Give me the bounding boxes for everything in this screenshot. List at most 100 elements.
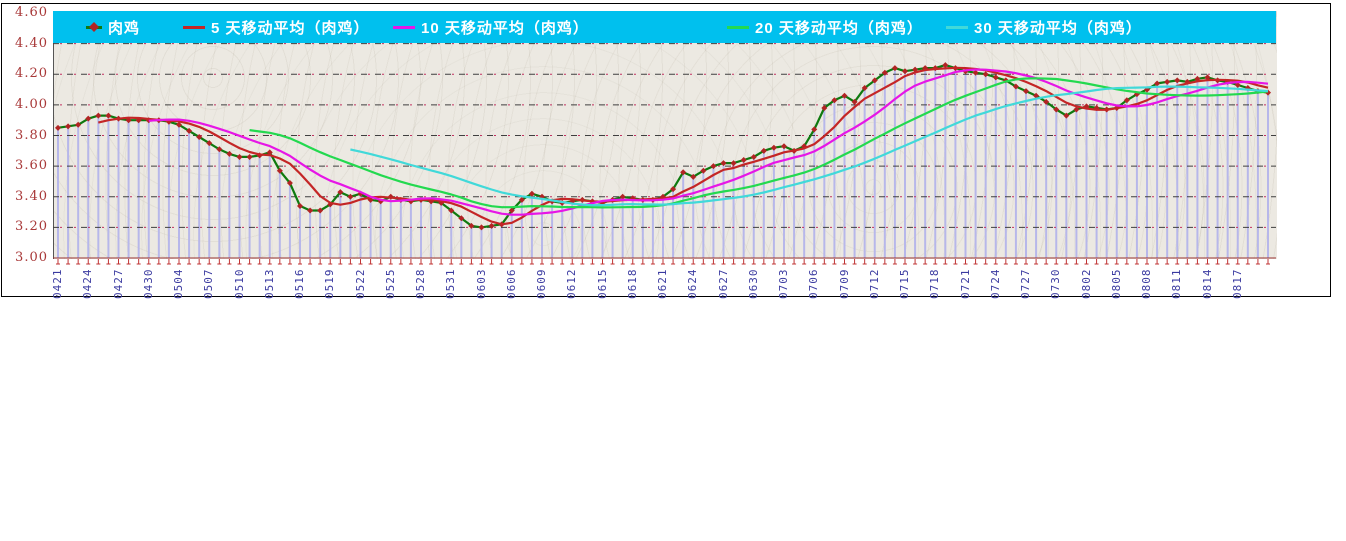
data-point-marker xyxy=(246,153,253,160)
data-point-marker xyxy=(508,207,515,214)
legend-item: 肉鸡 xyxy=(86,11,140,43)
x-axis-tick-label: 0612 xyxy=(565,268,579,300)
data-point-marker xyxy=(468,222,475,229)
data-point-marker xyxy=(65,123,72,130)
data-point-marker xyxy=(841,92,848,99)
x-axis-tick-label: 0507 xyxy=(202,268,216,300)
data-point-marker xyxy=(670,186,677,193)
legend-item-label: 5 天移动平均（肉鸡） xyxy=(211,19,370,37)
data-point-marker xyxy=(902,68,908,75)
legend-item: 30 天移动平均（肉鸡） xyxy=(946,11,1142,43)
x-axis-tick-label: 0802 xyxy=(1079,268,1093,300)
data-point-marker xyxy=(206,140,213,147)
data-point-marker xyxy=(851,98,858,105)
legend-item-label: 30 天移动平均（肉鸡） xyxy=(974,19,1142,37)
data-point-marker xyxy=(105,112,112,119)
series-line-1 xyxy=(98,66,1269,226)
data-point-marker xyxy=(226,150,233,157)
data-point-marker xyxy=(720,160,727,167)
data-point-marker xyxy=(1043,98,1050,105)
x-axis-tick-label: 0727 xyxy=(1019,268,1032,300)
data-point-marker xyxy=(276,167,283,174)
x-axis-tick-label: 0430 xyxy=(141,268,155,300)
x-axis-tick-label: 0709 xyxy=(837,268,851,300)
data-point-marker xyxy=(811,126,818,133)
data-point-marker xyxy=(307,207,314,214)
data-point-marker xyxy=(1063,112,1070,119)
x-axis-tick-label: 0712 xyxy=(867,268,881,300)
data-point-marker xyxy=(448,207,455,214)
data-point-marker xyxy=(831,97,838,104)
data-point-marker xyxy=(619,193,626,200)
x-axis-tick-label: 0609 xyxy=(535,268,548,300)
legend-sample-line xyxy=(86,22,102,32)
data-point-marker xyxy=(528,190,535,197)
legend: 肉鸡 5 天移动平均（肉鸡） 10 天移动平均（肉鸡） 20 天移动平均（肉鸡） 30 … xyxy=(53,11,1276,43)
x-axis-tick-label: 0618 xyxy=(625,268,639,300)
x-axis-tick-label: 0817 xyxy=(1230,268,1244,300)
data-point-marker xyxy=(861,85,868,92)
x-axis-tick-label: 0522 xyxy=(353,268,367,300)
x-axis-tick-label: 0606 xyxy=(504,268,518,300)
data-point-marker xyxy=(871,77,878,84)
legend-item: 5 天移动平均（肉鸡） xyxy=(183,11,370,43)
data-point-marker xyxy=(337,189,344,196)
legend-item-label: 10 天移动平均（肉鸡） xyxy=(421,19,589,37)
data-point-marker xyxy=(478,224,485,231)
x-axis-tick-label: 0721 xyxy=(958,268,972,300)
data-point-marker xyxy=(770,144,777,151)
plot-area xyxy=(53,11,1277,259)
data-point-marker xyxy=(690,173,697,180)
data-point-marker xyxy=(750,153,757,160)
x-axis-tick-label: 0703 xyxy=(777,268,790,300)
data-point-marker xyxy=(730,160,737,167)
x-axis-tick-label: 0627 xyxy=(716,268,730,300)
data-point-marker xyxy=(216,146,223,153)
y-axis-tick-label: 4.00 xyxy=(15,96,48,112)
x-axis-tick-label: 0421 xyxy=(51,268,64,300)
data-point-marker xyxy=(1234,81,1241,88)
data-point-marker xyxy=(1174,77,1181,84)
x-axis-tick-label: 0808 xyxy=(1140,268,1153,300)
x-axis-tick-label: 0718 xyxy=(928,268,942,300)
legend-item-label: 肉鸡 xyxy=(108,19,141,37)
data-point-marker xyxy=(347,193,354,200)
data-point-marker xyxy=(488,222,495,229)
x-axis-tick-label: 0519 xyxy=(323,268,337,300)
data-point-marker xyxy=(95,112,102,119)
x-axis-tick-label: 0516 xyxy=(293,268,306,300)
data-point-marker xyxy=(982,71,989,78)
chart-frame: 肉鸡 5 天移动平均（肉鸡） 10 天移动平均（肉鸡） 20 天移动平均（肉鸡） 30 … xyxy=(1,3,1331,300)
y-axis-tick-label: 3.40 xyxy=(15,188,48,204)
x-axis-tick-label: 0624 xyxy=(686,268,700,300)
data-point-marker xyxy=(942,62,949,69)
data-point-marker xyxy=(176,121,182,128)
data-point-marker xyxy=(740,157,747,163)
y-axis-tick-label: 3.60 xyxy=(15,158,48,174)
y-axis-tick-label: 4.40 xyxy=(15,35,48,51)
x-axis-tick-label: 0814 xyxy=(1200,268,1214,300)
data-point-marker xyxy=(710,163,717,170)
x-axis-tick-label: 0510 xyxy=(232,268,246,300)
x-axis-tick-label: 0730 xyxy=(1049,268,1063,300)
data-point-marker xyxy=(821,104,828,111)
data-point-marker xyxy=(760,147,767,154)
x-axis-tick-label: 0531 xyxy=(444,268,458,300)
x-axis-tick-label: 0525 xyxy=(383,268,397,300)
data-point-marker xyxy=(266,149,273,156)
data-point-marker xyxy=(196,134,203,141)
x-axis-tick-label: 0811 xyxy=(1170,268,1184,300)
data-point-marker xyxy=(1154,80,1161,87)
data-point-marker xyxy=(518,196,525,203)
data-point-marker xyxy=(75,121,82,128)
data-point-marker xyxy=(1023,88,1029,95)
x-axis-tick-label: 0528 xyxy=(414,268,427,300)
legend-item: 20 天移动平均（肉鸡） xyxy=(727,11,923,43)
data-point-marker xyxy=(1012,83,1019,90)
legend-sample-line xyxy=(393,25,415,29)
data-point-marker xyxy=(1204,74,1211,81)
data-point-marker xyxy=(55,124,61,131)
data-point-marker xyxy=(297,202,303,209)
x-axis-tick-label: 0615 xyxy=(595,268,609,300)
x-axis-tick-label: 0603 xyxy=(474,268,488,300)
